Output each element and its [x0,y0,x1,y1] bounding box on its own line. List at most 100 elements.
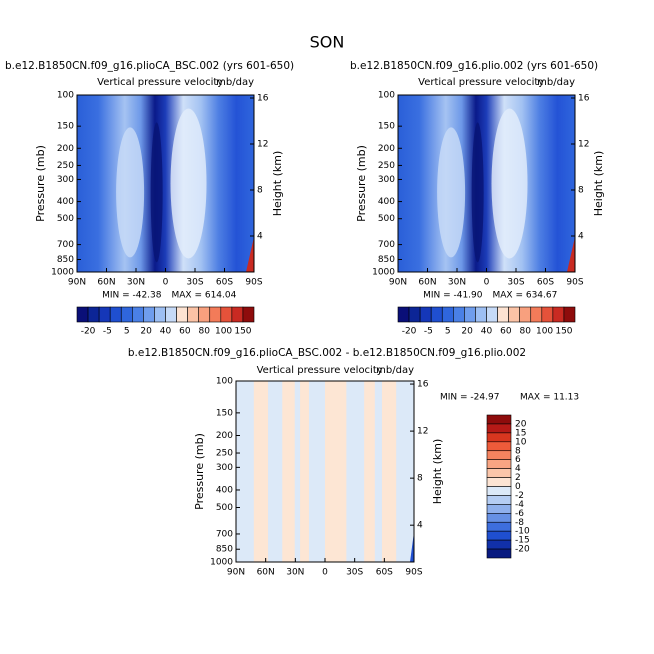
x-tick-label: 60N [418,278,436,288]
y-tick-label: 500 [57,214,74,224]
colorbar-label: 20 [461,327,473,337]
contour-field [300,381,309,562]
y-axis-label: Pressure (mb) [355,145,368,222]
colorbar-label: -20 [81,327,96,337]
field-name: Vertical pressure velocity [257,365,383,376]
colorbar-label: -20 [402,327,417,337]
colorbar-box [430,306,443,323]
colorbar-label: 20 [515,419,527,429]
x-tick-label: 0 [322,568,328,578]
colorbar-label: -15 [515,536,530,546]
colorbar-box [397,306,410,323]
colorbar-box [419,306,432,323]
y-tick-label: 1000 [51,268,74,278]
colorbar-box [486,521,512,532]
colorbar-label: -2 [515,491,524,501]
colorbar-box [453,306,465,323]
min-value: MIN = -42.38 [102,291,162,301]
contour-field [437,127,466,258]
colorbar-box [486,495,512,505]
colorbar-box [408,306,421,323]
colorbar-label: 10 [515,437,527,447]
y-axis-label: Pressure (mb) [34,145,47,222]
colorbar-box [464,306,476,323]
x-tick-label: 30S [346,568,363,578]
colorbar-box [486,513,512,523]
y-tick-label: 1000 [210,558,233,568]
colorbar-label: 15 [515,428,526,438]
colorbar-box [120,306,133,323]
y-tick-label: 850 [57,255,74,265]
x-tick-label: 90N [68,278,86,288]
y-tick-label: 200 [216,431,233,441]
y-tick-label: 300 [57,175,74,185]
y-tick-label: 300 [216,463,233,473]
min-value: MIN = -24.97 [440,393,499,403]
colorbar-label: 5 [124,327,130,337]
contour-field [325,381,347,562]
x-tick-label: 30N [127,278,145,288]
y-tick-label: 100 [378,91,395,101]
x-tick-label: 30N [286,568,304,578]
colorbar-box [486,539,512,550]
y2-tick-label: 8 [257,186,263,196]
y2-axis-label: Height (km) [592,151,605,217]
y-tick-label: 400 [378,197,395,207]
colorbar-box [220,306,233,323]
x-tick-label: 60N [97,278,115,288]
contour-field [567,237,575,272]
colorbar-box [486,423,512,434]
y-tick-label: 100 [216,377,233,387]
colorbar-box [486,477,512,487]
x-tick-label: 30S [507,278,524,288]
colorbar-box [508,306,520,323]
colorbar-label: -4 [515,500,524,510]
colorbar-box [486,530,512,541]
contour-field [471,122,484,263]
colorbar-box [154,306,166,323]
colorbar-box [132,306,144,323]
colorbar-label: 150 [234,327,251,337]
y-tick-label: 850 [378,255,395,265]
colorbar-box [519,306,532,323]
y-tick-label: 200 [57,144,74,154]
field-name: Vertical pressure velocity [97,77,223,88]
x-tick-label: 90N [227,568,245,578]
y-tick-label: 500 [216,503,233,513]
colorbar-box [497,306,509,323]
colorbar-label: -8 [515,518,524,528]
min-value: MIN = -41.90 [423,291,483,301]
x-tick-label: 90S [566,278,583,288]
colorbar-label: 100 [536,327,553,337]
colorbar-label: -5 [424,327,433,337]
y-tick-label: 250 [57,161,74,171]
y-tick-label: 1000 [372,268,395,278]
colorbar-box [552,306,565,323]
contour-field [116,127,145,258]
x-tick-label: 30N [448,278,466,288]
y2-tick-label: 12 [417,427,428,437]
colorbar-label: 150 [555,327,572,337]
y2-tick-label: 16 [417,380,429,390]
x-tick-label: 60S [376,568,393,578]
y2-axis-label: Height (km) [431,439,444,505]
figure-title: SON [310,33,345,52]
colorbar-label: -5 [103,327,112,337]
colorbar-box [486,441,512,452]
panel-subtitle: b.e12.B1850CN.f09_g16.plio.002 (yrs 601-… [350,60,598,72]
field-units: mb/day [537,77,575,88]
y2-tick-label: 8 [417,474,423,484]
colorbar-box [87,306,100,323]
colorbar-box [165,306,177,323]
colorbar-box [98,306,111,323]
colorbar-label: -10 [515,527,530,537]
field-units: mb/day [376,365,414,376]
contour-field [246,237,254,272]
colorbar-box [109,306,122,323]
y-tick-label: 250 [378,161,395,171]
contour-field [170,108,207,259]
colorbar-box [486,459,512,469]
x-tick-label: 60N [257,568,275,578]
colorbar-box [231,306,244,323]
colorbar-box [441,306,454,323]
